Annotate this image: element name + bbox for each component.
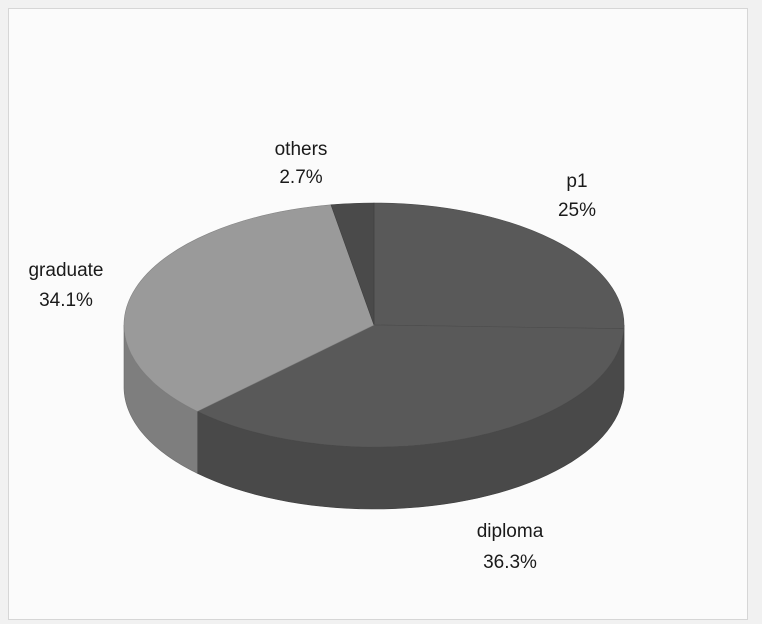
pie-slice-diploma [196, 324, 625, 448]
slice-label-p1: p1 25% [558, 171, 596, 221]
slice-name-p1: p1 [566, 171, 587, 192]
slice-name-others: others [275, 139, 328, 160]
pie-slice-graduate [123, 204, 375, 412]
slice-value-p1: 25% [558, 200, 596, 221]
slice-label-others: others 2.7% [275, 139, 328, 188]
pie-slice-p1 [373, 202, 625, 330]
slice-name-diploma: diploma [477, 521, 544, 542]
slice-label-diploma: diploma 36.3% [477, 521, 544, 573]
slice-label-graduate: graduate 34.1% [28, 260, 103, 311]
pie-slices [123, 202, 625, 448]
slice-value-others: 2.7% [279, 167, 322, 188]
slice-value-diploma: 36.3% [483, 552, 537, 573]
slice-name-graduate: graduate [28, 260, 103, 281]
pie-slice-others [330, 202, 375, 326]
slice-value-graduate: 34.1% [39, 290, 93, 311]
